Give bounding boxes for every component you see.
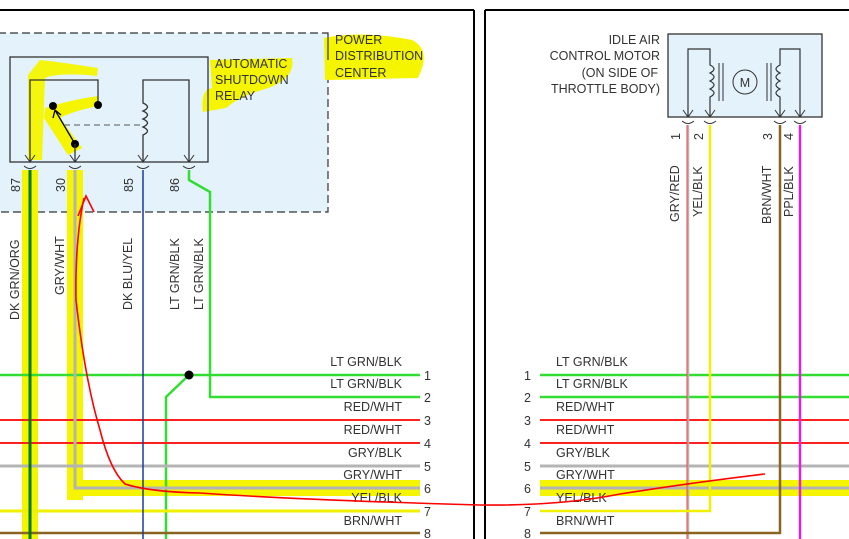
right-connector-pins: 1 2 3 4 5 6 7 8 (524, 369, 531, 539)
left-connector-pins: 1 2 3 4 5 6 7 8 (424, 369, 431, 539)
motor-pin-2: 2 (692, 133, 706, 140)
right-pin: 8 (524, 527, 531, 539)
motor-label: IDLE AIR (609, 33, 660, 47)
left-pin: 7 (424, 505, 431, 519)
pdc-label-highlight (324, 34, 424, 80)
left-row-label: GRY/WHT (343, 468, 402, 482)
left-wires (0, 170, 420, 539)
left-pin: 3 (424, 414, 431, 428)
right-row-label: RED/WHT (556, 400, 615, 414)
motor-label-line4: THROTTLE BODY) (551, 82, 660, 96)
motor-wire-label-ppl-blk: PPL/BLK (782, 166, 796, 217)
pdc-label-line2: DISTRIBUTION (335, 49, 423, 63)
relay-label: AUTOMATIC (215, 57, 287, 71)
motor-symbol: M (740, 76, 750, 90)
left-pin: 6 (424, 482, 431, 496)
right-row-label: LT GRN/BLK (556, 355, 628, 369)
motor-wire-label-gry-red: GRY/RED (668, 165, 682, 222)
motor-pin-4: 4 (782, 133, 796, 140)
right-row-label: GRY/BLK (556, 446, 611, 460)
left-wire-label-gry-wht: GRY/WHT (53, 236, 67, 295)
right-row-label: RED/WHT (556, 423, 615, 437)
right-pin: 1 (524, 369, 531, 383)
right-wires (540, 125, 849, 539)
pdc-label-line3: CENTER (335, 66, 386, 80)
left-pin: 8 (424, 527, 431, 539)
right-pin: 3 (524, 414, 531, 428)
right-connector-labels: LT GRN/BLK LT GRN/BLK RED/WHT RED/WHT GR… (556, 355, 628, 528)
left-pin: 5 (424, 460, 431, 474)
motor-label-line2: CONTROL MOTOR (550, 49, 660, 63)
relay-label-line3: RELAY (215, 89, 256, 103)
left-row-label: RED/WHT (344, 423, 403, 437)
left-pin: 4 (424, 437, 431, 451)
left-pin: 2 (424, 391, 431, 405)
right-pin: 6 (524, 482, 531, 496)
motor-wire-label-yel-blk: YEL/BLK (691, 166, 705, 217)
idle-air-control-motor (667, 33, 823, 124)
panel-borders (0, 9, 849, 539)
right-pin: 7 (524, 505, 531, 519)
pin-85: 85 (122, 178, 136, 192)
pin-86: 86 (168, 178, 182, 192)
right-row-label: LT GRN/BLK (556, 377, 628, 391)
red-annotation-arrow (75, 194, 766, 506)
left-row-label: LT GRN/BLK (330, 377, 402, 391)
left-wire-label-lt-grn-blk-2: LT GRN/BLK (192, 238, 206, 310)
right-pin: 4 (524, 437, 531, 451)
left-row-label: RED/WHT (344, 400, 403, 414)
pdc-label: POWER (335, 33, 382, 47)
relay-label-highlight (202, 58, 293, 112)
motor-wire-label-brn-wht: BRN/WHT (760, 165, 774, 224)
left-wire-label-dk-blu-yel: DK BLU/YEL (121, 238, 135, 310)
right-pin: 2 (524, 391, 531, 405)
left-wire-label-lt-grn-blk-1: LT GRN/BLK (168, 238, 182, 310)
left-row-label: LT GRN/BLK (330, 355, 402, 369)
pin-30: 30 (54, 178, 68, 192)
motor-pin-3: 3 (761, 133, 775, 140)
right-pin: 5 (524, 460, 531, 474)
relay-label-line2: SHUTDOWN (215, 73, 289, 87)
motor-pin-1: 1 (669, 133, 683, 140)
right-row-label: BRN/WHT (556, 514, 615, 528)
pin-87: 87 (9, 178, 23, 192)
left-row-label: BRN/WHT (344, 514, 403, 528)
automatic-shutdown-relay (9, 56, 209, 169)
left-row-label: GRY/BLK (348, 446, 403, 460)
left-connector-labels: LT GRN/BLK LT GRN/BLK RED/WHT RED/WHT GR… (330, 355, 402, 528)
left-wire-label-dk-grn-org: DK GRN/ORG (8, 239, 22, 320)
left-pin: 1 (424, 369, 431, 383)
right-row-label: GRY/WHT (556, 468, 615, 482)
motor-label-line3: (ON SIDE OF (582, 66, 659, 80)
